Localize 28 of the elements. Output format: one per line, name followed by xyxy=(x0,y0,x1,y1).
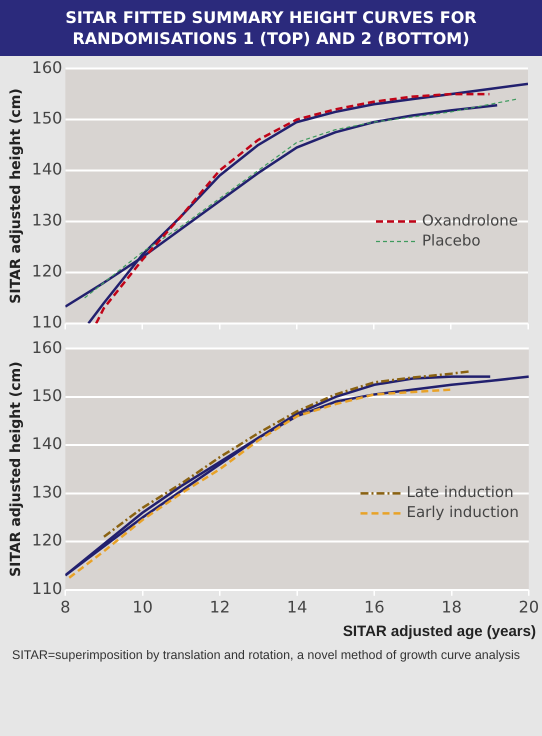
chart-title: SITAR FITTED SUMMARY HEIGHT CURVES FOR RANDOMISATIONS 1 (TOP) AND 2 (BOTTOM) xyxy=(0,0,542,56)
legend-label: Oxandrolone xyxy=(422,211,518,230)
y-tick-label: 160 xyxy=(32,58,62,77)
y-tick-label: 140 xyxy=(32,160,62,179)
legend-label: Early induction xyxy=(406,503,519,522)
y-tick-label: 150 xyxy=(32,108,62,128)
y-tick-label: 140 xyxy=(32,434,62,454)
y-tick-label: 110 xyxy=(32,578,62,598)
y-axis-title: SITAR adjusted height (cm) xyxy=(8,361,24,577)
x-tick-label: 18 xyxy=(441,598,462,617)
x-tick-label: 16 xyxy=(364,598,385,617)
text: SITAR=superimposition by translation and rotation, a novel method of growth curve analysis xyxy=(11,647,522,663)
x-axis-title: SITAR adjusted age (years) xyxy=(342,623,537,640)
x-tick-label: 8 xyxy=(60,598,70,617)
legend-label: Late induction xyxy=(406,483,514,502)
y-tick-label: 160 xyxy=(32,338,62,357)
y-tick-label: 150 xyxy=(32,386,62,405)
x-tick-label: 14 xyxy=(286,598,308,617)
y-tick-label: 120 xyxy=(32,530,62,550)
y-tick-label: 130 xyxy=(32,210,62,230)
y-tick-label: 130 xyxy=(32,482,62,502)
legend-label: Placebo xyxy=(422,231,481,250)
y-tick-label: 120 xyxy=(32,262,62,281)
y-axis-title: SITAR adjusted height (cm) xyxy=(8,88,24,304)
x-tick-label: 10 xyxy=(132,598,153,617)
x-tick-label: 12 xyxy=(210,598,230,617)
y-tick-label: 110 xyxy=(32,312,62,332)
x-tick-label: 20 xyxy=(518,598,539,617)
